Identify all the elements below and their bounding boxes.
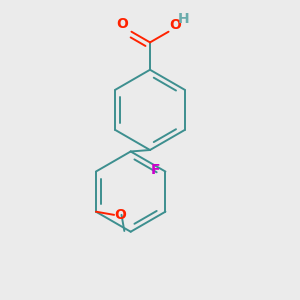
Text: O: O: [115, 208, 127, 222]
Text: O: O: [116, 17, 128, 31]
Text: O: O: [169, 18, 181, 32]
Text: H: H: [177, 12, 189, 26]
Text: F: F: [151, 164, 160, 177]
